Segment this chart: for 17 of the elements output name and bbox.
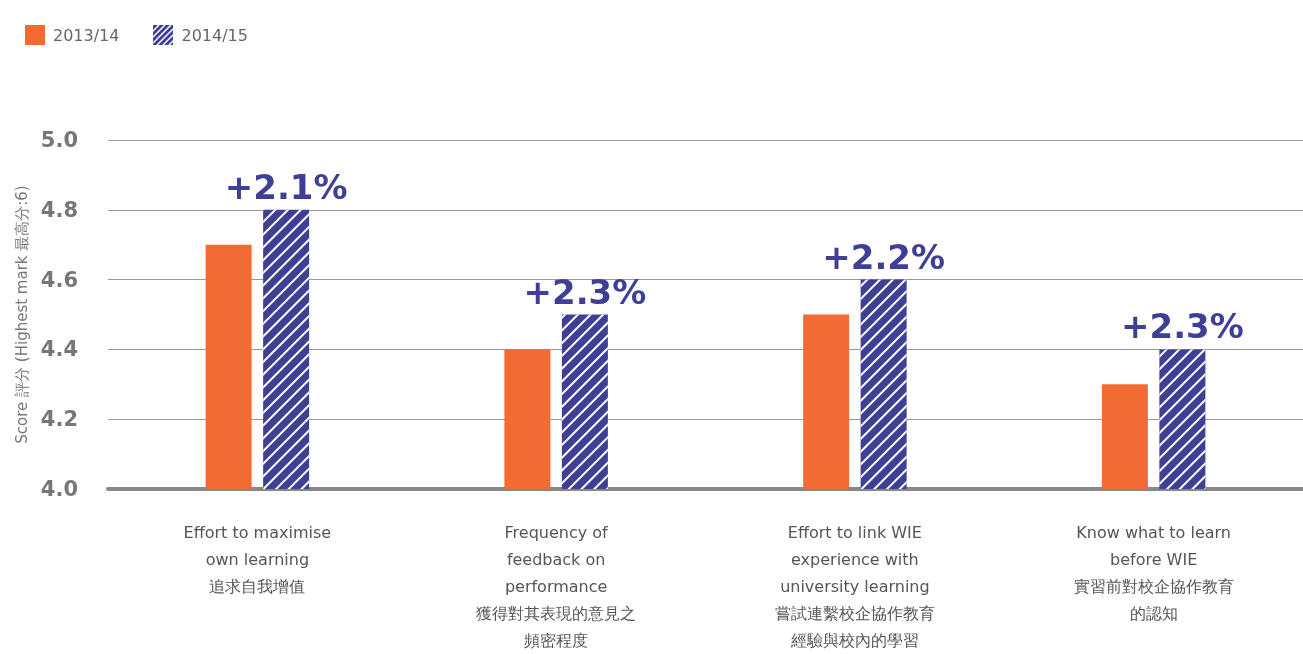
annotation: +2.3% [1120,306,1244,347]
y-tick-label: 4.0 [40,477,78,501]
y-axis-title: Score 評分 (Highest mark 最高分:6) [13,185,32,444]
annotation: +2.3% [523,271,647,312]
y-tick-label: 4.4 [40,337,78,362]
x-tick-label: Effort to maximise own learning 追求自我增值 [183,523,332,596]
x-tick-label: Frequency of feedback on performance 獲得對其表現的意見之頻密程度 [476,523,637,650]
x-tick-label: Know what to learn before WIE 實習前對校企協作教育的認知 [1073,523,1234,623]
legend-label: 2013/14 [53,25,120,45]
y-tick-label: 4.8 [40,197,78,222]
y-tick-label: 5.0 [40,128,78,152]
y-tick-label: 4.2 [40,407,78,432]
x-tick-label: Effort to link WIE experience with university learning 嘗試連繫校企協作教育經驗與校內的學習 [774,523,935,650]
legend-label: 2014/15 [181,25,248,45]
y-tick-label: 4.6 [40,267,78,292]
annotation: +2.1% [224,166,348,207]
annotation: +2.2% [822,236,946,277]
